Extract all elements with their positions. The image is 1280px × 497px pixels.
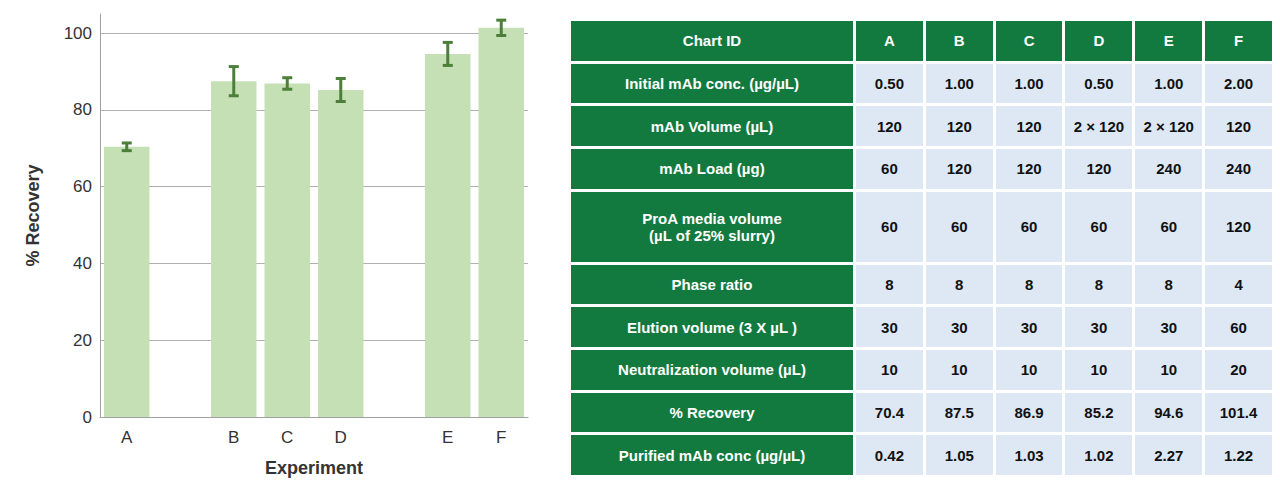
html-text:Purified mAb conc (µg/µL): Purified mAb conc (µg/µL): [618, 446, 806, 464]
html-text:60: 60: [1020, 218, 1038, 236]
svg-text:% Recovery: % Recovery: [23, 164, 43, 266]
html-text:1.00: 1.00: [944, 75, 974, 92]
html-text:60: 60: [881, 218, 898, 236]
svg-text:40: 40: [73, 254, 92, 273]
svg-text:0: 0: [83, 408, 92, 427]
html-text:% Recovery: % Recovery: [669, 403, 755, 421]
html-text:1.22: 1.22: [1224, 446, 1254, 464]
html-text:10: 10: [950, 361, 968, 379]
html-text:Initial mAb conc. (µg/µL): Initial mAb conc. (µg/µL): [625, 75, 799, 92]
html-text:120: 120: [1226, 117, 1252, 135]
html-text:120: 120: [1226, 218, 1252, 236]
html-text:1.05: 1.05: [944, 446, 974, 464]
html-text:120: 120: [876, 117, 902, 135]
html-text:E: E: [1163, 32, 1174, 50]
svg-text:A: A: [121, 428, 133, 447]
html-text:1.00: 1.00: [1154, 75, 1184, 92]
html-text:30: 30: [1160, 318, 1178, 336]
svg-text:E: E: [442, 428, 453, 447]
html-text:A: A: [884, 32, 895, 50]
svg-text:80: 80: [73, 100, 92, 119]
html-text:70.4: 70.4: [874, 403, 904, 421]
html-text:20: 20: [1230, 361, 1247, 379]
html-text:1.00: 1.00: [1014, 75, 1044, 92]
html-text:Chart ID: Chart ID: [682, 32, 742, 50]
html-text:8: 8: [1024, 275, 1034, 293]
svg-text:F: F: [496, 428, 506, 447]
html-text:C: C: [1023, 32, 1035, 50]
html-text:0.50: 0.50: [1084, 75, 1114, 92]
html-text:60: 60: [881, 160, 898, 178]
html-text:1.03: 1.03: [1014, 446, 1044, 464]
html-text:120: 120: [946, 117, 972, 135]
html-text:120: 120: [1016, 117, 1042, 135]
svg-text:D: D: [335, 428, 347, 447]
html-text:mAb Volume (µL): mAb Volume (µL): [650, 117, 774, 135]
html-text:85.2: 85.2: [1084, 403, 1114, 421]
html-text:2.27: 2.27: [1154, 446, 1184, 464]
html-text:D: D: [1093, 32, 1105, 50]
html-text:0.42: 0.42: [874, 446, 904, 464]
html-text:60: 60: [1230, 318, 1247, 336]
html-text:10: 10: [881, 361, 898, 379]
svg-text:C: C: [281, 428, 293, 447]
html-text:10: 10: [1090, 361, 1108, 379]
html-text:ProA media volume (µL of 25% s: ProA media volume (µL of 25% slurry): [642, 209, 782, 244]
html-text:8: 8: [955, 275, 964, 293]
html-text:30: 30: [1090, 318, 1108, 336]
html-text:1.02: 1.02: [1084, 446, 1114, 464]
svg-text:100: 100: [64, 24, 92, 43]
html-text:2.00: 2.00: [1224, 75, 1254, 92]
html-text:4: 4: [1234, 275, 1243, 293]
html-text:86.9: 86.9: [1014, 403, 1044, 421]
html-text:120: 120: [946, 160, 972, 178]
html-text:30: 30: [1020, 318, 1038, 336]
html-text:120: 120: [1016, 160, 1042, 178]
html-text:Neutralization volume (µL): Neutralization volume (µL): [618, 361, 806, 379]
html-text:0.50: 0.50: [874, 75, 904, 92]
html-text:Phase ratio: Phase ratio: [671, 275, 753, 293]
html-text:8: 8: [885, 275, 894, 293]
html-text:94.6: 94.6: [1154, 403, 1184, 421]
svg-text:Experiment: Experiment: [265, 458, 363, 478]
html-text:60: 60: [1090, 218, 1108, 236]
html-text:240: 240: [1156, 160, 1182, 178]
html-text:120: 120: [1086, 160, 1112, 178]
svg-text:20: 20: [73, 331, 92, 350]
html-text:Elution volume (3 X µL ): Elution volume (3 X µL ): [627, 318, 797, 336]
html-text:60: 60: [950, 218, 968, 236]
html-text:2 × 120: 2 × 120: [1143, 117, 1194, 135]
svg-text:60: 60: [73, 177, 92, 196]
html-text:10: 10: [1160, 361, 1178, 379]
html-text:30: 30: [950, 318, 968, 336]
html-text:87.5: 87.5: [944, 403, 974, 421]
html-text:B: B: [953, 32, 965, 50]
html-text:8: 8: [1094, 275, 1104, 293]
html-text:mAb Load (µg): mAb Load (µg): [659, 160, 765, 178]
svg-text:B: B: [228, 428, 239, 447]
html-text:30: 30: [881, 318, 898, 336]
html-text:60: 60: [1160, 218, 1178, 236]
html-text:F: F: [1234, 32, 1244, 50]
html-text:101.4: 101.4: [1219, 403, 1258, 421]
html-text:240: 240: [1226, 160, 1252, 178]
html-text:2 × 120: 2 × 120: [1073, 117, 1125, 135]
html-text:8: 8: [1164, 275, 1173, 293]
html-text:10: 10: [1020, 361, 1038, 379]
